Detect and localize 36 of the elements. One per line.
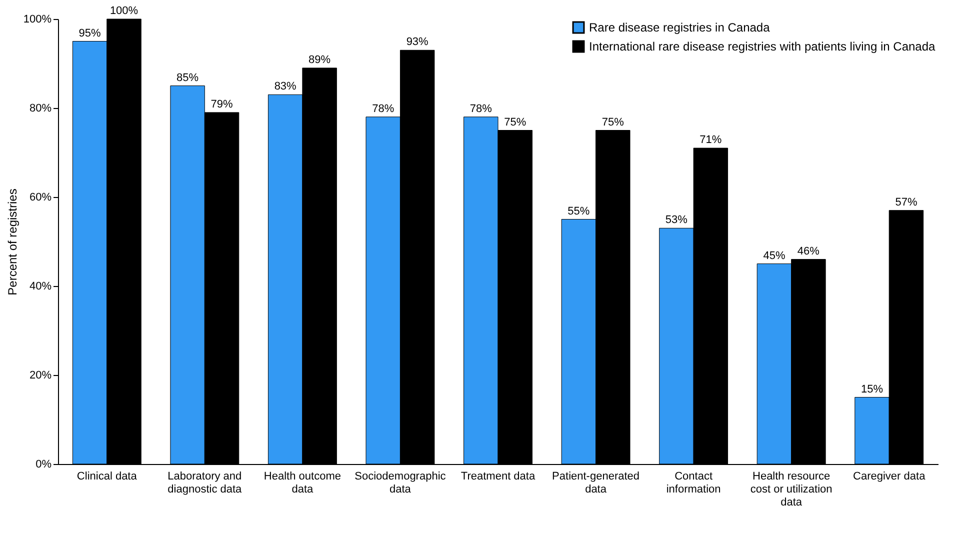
data-label: 57% [895, 196, 918, 208]
y-tick-label: 20% [29, 370, 52, 382]
data-label: 83% [274, 80, 297, 93]
y-tick-label: 80% [29, 102, 52, 114]
x-tick-label: Health outcome data [264, 470, 341, 496]
x-tick-label: Treatment data [460, 470, 536, 482]
data-label: 79% [210, 98, 233, 110]
y-tick-label: 100% [23, 14, 52, 26]
data-label: 75% [504, 116, 526, 128]
data-label: 15% [860, 383, 884, 396]
x-tick-label: Health resource cost or utilization data [750, 470, 832, 508]
x-tick-label: Contact information [666, 470, 721, 496]
y-axis-title: Percent of registries [5, 188, 20, 296]
data-label: 95% [78, 27, 101, 40]
x-tick-label: Sociodemographic data [354, 470, 446, 496]
x-tick-label: Clinical data [76, 470, 138, 482]
x-tick-label: Laboratory and diagnostic data [168, 470, 243, 496]
data-label: 71% [700, 134, 722, 146]
legend-label: International rare disease registries with patients living in Canada [589, 40, 936, 54]
y-tick-label: 40% [29, 280, 52, 292]
data-label: 85% [176, 72, 199, 84]
x-tick-label: Caregiver data [853, 470, 926, 482]
data-label: 45% [763, 250, 786, 262]
data-label: 89% [308, 54, 331, 66]
data-label: 78% [470, 102, 492, 115]
x-tick-label: Patient-generated data [552, 470, 640, 496]
y-tick-label: 0% [36, 458, 52, 470]
data-label: 93% [406, 36, 429, 48]
data-label: 75% [602, 116, 624, 128]
data-label: 78% [372, 102, 394, 115]
data-label: 100% [110, 5, 138, 17]
data-label: 46% [797, 245, 820, 258]
y-tick-label: 60% [29, 192, 52, 204]
legend-label: Rare disease registries in Canada [589, 20, 770, 34]
data-label: 55% [568, 205, 590, 218]
data-label: 53% [665, 214, 688, 226]
